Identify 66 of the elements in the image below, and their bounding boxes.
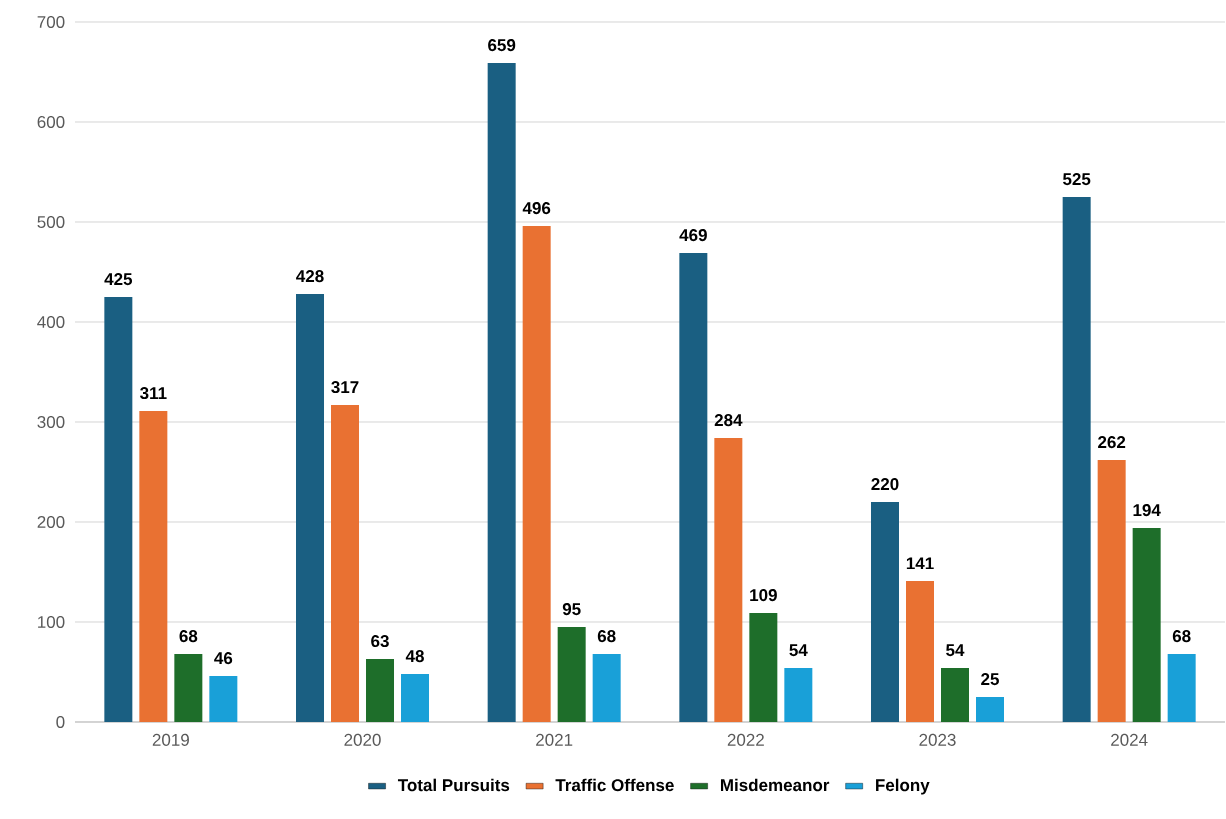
bar: [1062, 196, 1091, 722]
bar: [401, 673, 430, 722]
data-label: 25: [981, 673, 999, 686]
y-tick-label: 100: [38, 615, 65, 629]
data-label: 525: [1063, 173, 1091, 186]
data-label: 48: [405, 650, 424, 663]
data-label: 284: [714, 414, 743, 427]
data-label: 54: [946, 644, 965, 657]
data-label: 317: [331, 381, 359, 394]
bar: [1097, 459, 1126, 722]
bar: [976, 696, 1004, 722]
bar: [871, 501, 899, 722]
data-label: 428: [296, 270, 324, 283]
bar: [487, 62, 516, 722]
data-label: 54: [789, 644, 808, 657]
x-tick-label: 2022: [727, 733, 764, 746]
data-label: 63: [371, 635, 389, 648]
bar: [941, 667, 969, 722]
data-label: 311: [140, 387, 167, 400]
y-tick-label: 400: [37, 315, 65, 329]
y-tick-label: 600: [37, 115, 65, 129]
legend-label: Total Pursuits: [397, 778, 510, 792]
x-tick-label: 2020: [344, 733, 381, 746]
legend-label: Felony: [876, 778, 930, 795]
data-label: 109: [750, 589, 777, 602]
bar: [749, 612, 778, 722]
bar: [592, 653, 621, 722]
x-tick-label: 2019: [152, 733, 189, 746]
legend-label: Traffic Offense: [555, 778, 674, 792]
x-tick-label: 2023: [919, 733, 956, 746]
legend-label: Misdemeanor: [720, 778, 830, 792]
bar: [331, 404, 360, 722]
data-label: 95: [562, 603, 581, 616]
bar: [366, 658, 395, 722]
bar: [1132, 527, 1161, 722]
bar: [906, 580, 934, 722]
data-label: 469: [679, 229, 707, 242]
bar: [174, 653, 203, 722]
y-tick-label: 0: [56, 715, 65, 729]
data-label: 68: [1172, 630, 1191, 643]
data-label: 659: [488, 39, 516, 52]
bar: [209, 675, 238, 722]
data-label: 68: [597, 630, 616, 643]
data-label: 425: [104, 273, 133, 286]
bar: [1167, 653, 1196, 722]
data-label: 496: [522, 202, 551, 215]
y-tick-label: 200: [37, 515, 65, 529]
bar: [784, 667, 813, 722]
y-tick-label: 700: [37, 15, 65, 29]
data-label: 194: [1133, 504, 1161, 517]
data-label: 68: [179, 630, 198, 643]
y-tick-label: 300: [37, 415, 65, 429]
data-label: 262: [1098, 436, 1126, 449]
data-label: 141: [906, 557, 934, 570]
bar: [522, 225, 551, 722]
bar: [557, 626, 586, 722]
bar: [296, 293, 325, 722]
bar: [104, 296, 133, 722]
x-tick-label: 2024: [1111, 733, 1148, 746]
bar: [679, 252, 708, 722]
data-label: 46: [214, 652, 233, 665]
x-tick-label: 2021: [536, 733, 573, 746]
bar: [139, 410, 168, 722]
bar: [714, 437, 743, 722]
y-tick-label: 500: [37, 215, 65, 229]
data-label: 220: [871, 478, 899, 491]
